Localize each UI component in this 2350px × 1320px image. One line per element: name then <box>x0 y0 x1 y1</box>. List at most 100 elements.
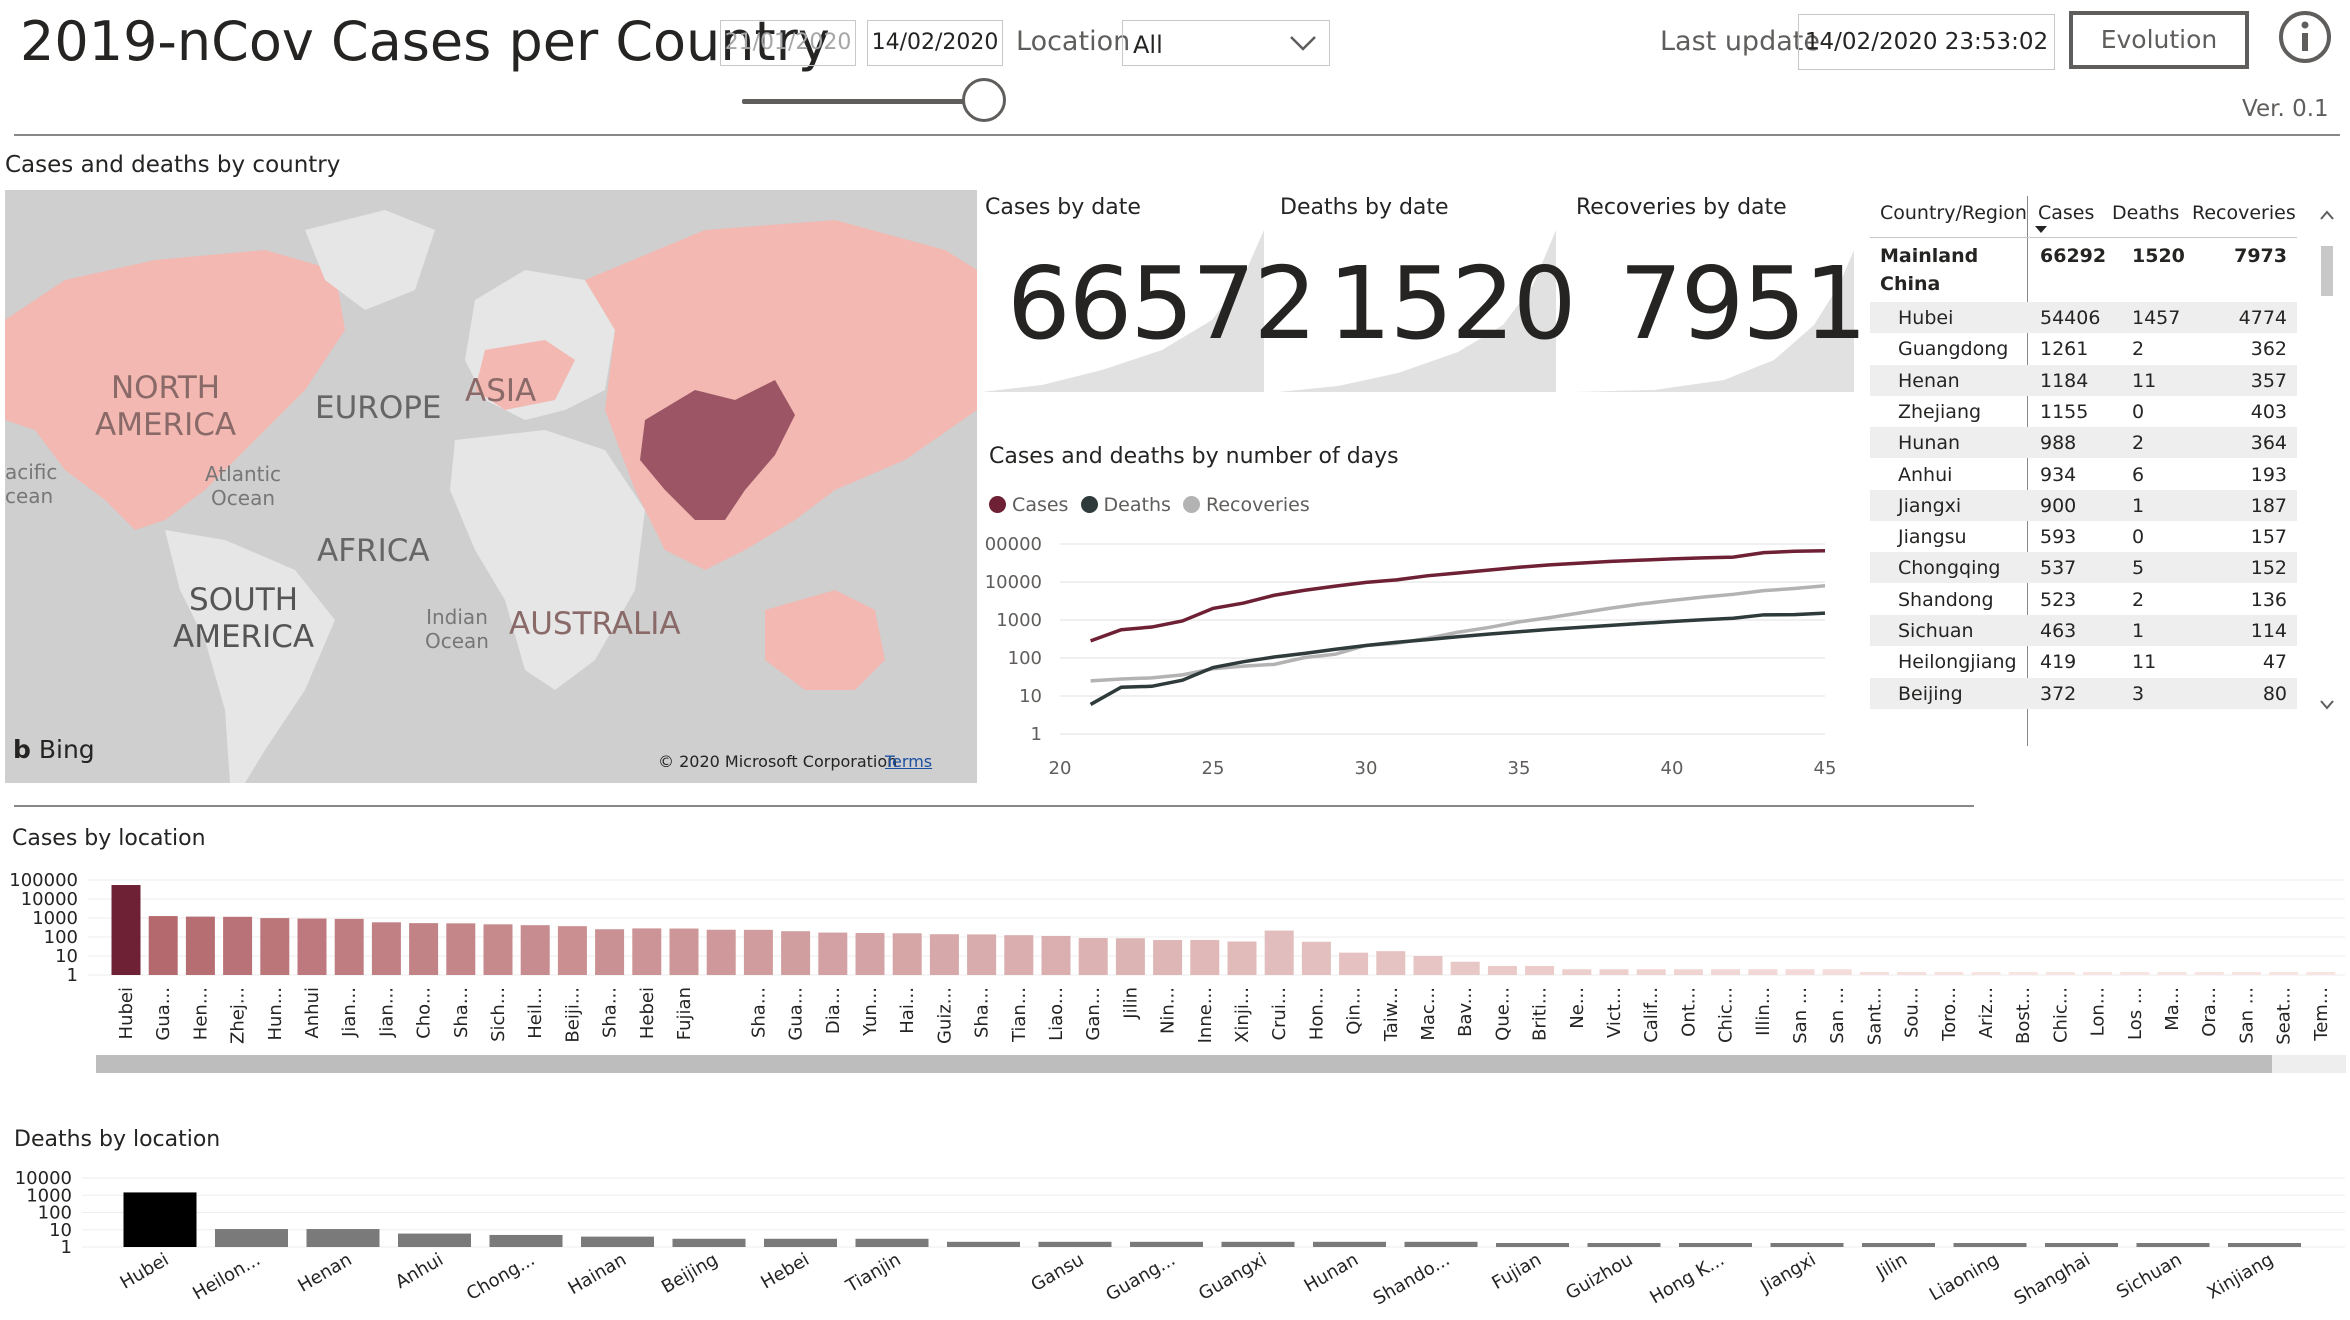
cases-deaths-line-chart[interactable]: 1 10 100 1000 10000 100000 20 25 30 35 40 45 <box>985 528 1845 776</box>
bar-Hen...[interactable] <box>185 916 215 975</box>
bar-Sha...[interactable] <box>743 929 773 975</box>
bar-Illin...[interactable] <box>1748 969 1778 975</box>
bar-Liaoning[interactable] <box>1953 1243 2027 1247</box>
bar-San ...[interactable] <box>1822 969 1852 975</box>
bar-Tian...[interactable] <box>1004 935 1034 975</box>
end-date-input[interactable]: 14/02/2020 <box>867 20 1003 66</box>
table-row-mainland-china[interactable]: Mainland China 66292 1520 7973 <box>1870 242 2297 300</box>
bar-Jian...[interactable] <box>371 922 401 975</box>
bar-Heil...[interactable] <box>520 925 550 975</box>
series-line-cases[interactable] <box>1089 548 1826 643</box>
location-dropdown[interactable]: All <box>1122 20 1330 66</box>
bar-Fujian[interactable] <box>669 928 699 975</box>
bar-Sich...[interactable] <box>483 924 513 975</box>
bar-Vict...[interactable] <box>1599 969 1629 975</box>
world-map[interactable]: NORTH AMERICA EUROPE ASIA AFRICA SOUTH A… <box>5 190 977 783</box>
bar-Sha...[interactable] <box>967 934 997 975</box>
bar-San ...[interactable] <box>1785 969 1815 975</box>
bar-Guangxi[interactable] <box>1221 1241 1295 1247</box>
bar-Fujian[interactable] <box>1496 1243 1569 1247</box>
scroll-down-icon[interactable] <box>2320 700 2334 710</box>
bar-Ora...[interactable] <box>2194 972 2224 975</box>
bar-Crui...[interactable] <box>1264 930 1294 975</box>
bar-Tianjin[interactable] <box>855 1238 929 1247</box>
bar-Hebei[interactable] <box>632 928 662 975</box>
bar-Lon...[interactable] <box>2083 972 2113 975</box>
bar-Bav...[interactable] <box>1450 961 1480 975</box>
bar-Hubei[interactable] <box>123 1192 197 1247</box>
bar-Hon...[interactable] <box>1301 941 1331 975</box>
table-vertical-scrollbar[interactable] <box>2318 196 2336 720</box>
bar-Hunan[interactable] <box>1313 1241 1386 1247</box>
info-icon[interactable] <box>2278 10 2332 64</box>
bar-Sou...[interactable] <box>1897 972 1927 975</box>
bar-Tem...[interactable] <box>2306 972 2336 975</box>
bar-Nin...[interactable] <box>1153 940 1183 975</box>
bar-Jiangxi[interactable] <box>1770 1243 1844 1247</box>
bar-Toro...[interactable] <box>1934 972 1964 975</box>
bar-Inne...[interactable] <box>1190 939 1220 975</box>
bar-Taiw...[interactable] <box>1376 951 1406 975</box>
map-terms-link[interactable]: Terms <box>885 752 933 771</box>
bar-Mac...[interactable] <box>1413 956 1443 975</box>
bar-Ma...[interactable] <box>2157 972 2187 975</box>
bar-Seat...[interactable] <box>2269 972 2299 975</box>
bar-Xinji...[interactable] <box>1227 941 1257 975</box>
bar-Sichuan[interactable] <box>2136 1243 2210 1247</box>
bar-Gua...[interactable] <box>148 916 178 975</box>
bar-Anhui[interactable] <box>398 1233 471 1247</box>
bar-Sha...[interactable] <box>446 923 476 975</box>
table-row[interactable]: Hunan 988 2 364 <box>1870 427 2297 459</box>
table-row[interactable]: Heilongjiang 419 11 47 <box>1870 646 2297 677</box>
col-header-cases[interactable]: Cases <box>2038 202 2095 224</box>
table-row[interactable]: Hubei 54406 1457 4774 <box>1870 302 2297 333</box>
bar-Ne...[interactable] <box>1562 969 1592 975</box>
bar-Hubei[interactable] <box>111 885 141 975</box>
bar-Cho...[interactable] <box>409 923 439 975</box>
bar-Chic...[interactable] <box>2045 972 2075 975</box>
scroll-up-icon[interactable] <box>2320 210 2334 220</box>
bar-Hainan[interactable] <box>581 1236 654 1247</box>
bar-Shando...[interactable] <box>1404 1241 1478 1247</box>
cases-chart-scroll-thumb[interactable] <box>96 1055 2272 1073</box>
series-line-deaths[interactable] <box>1089 611 1826 706</box>
bar-Liao...[interactable] <box>1041 935 1071 975</box>
evolution-button[interactable]: Evolution <box>2069 11 2249 69</box>
table-row[interactable]: Zhejiang 1155 0 403 <box>1870 396 2297 427</box>
table-row[interactable]: Sichuan 463 1 114 <box>1870 615 2297 646</box>
bar-Xinjiang[interactable] <box>2228 1243 2301 1247</box>
bar-Zhej...[interactable] <box>223 916 253 975</box>
bar-Hebei[interactable] <box>764 1238 837 1247</box>
bar-Gan...[interactable] <box>1078 938 1108 975</box>
bar-Jilin[interactable] <box>1862 1243 1935 1247</box>
bar-Beijing[interactable] <box>672 1238 746 1247</box>
bar-Anhui[interactable] <box>297 918 327 975</box>
bar-unlabeled[interactable] <box>706 929 736 975</box>
col-header-country[interactable]: Country/Region <box>1880 202 2027 224</box>
bar-Yun...[interactable] <box>855 933 885 975</box>
bar-Hong K...[interactable] <box>1679 1243 1752 1247</box>
table-row[interactable]: Jiangsu 593 0 157 <box>1870 521 2297 552</box>
bar-Calif...[interactable] <box>1636 969 1666 975</box>
bar-Guiz...[interactable] <box>929 934 959 975</box>
bar-Hai...[interactable] <box>892 933 922 975</box>
table-row[interactable]: Guangdong 1261 2 362 <box>1870 333 2297 364</box>
bar-Sha...[interactable] <box>595 929 625 975</box>
bar-Gansu[interactable] <box>1038 1241 1112 1247</box>
table-row[interactable]: Anhui 934 6 193 <box>1870 459 2297 490</box>
table-row[interactable]: Beijing 372 3 80 <box>1870 677 2297 709</box>
bar-Jian...[interactable] <box>334 918 364 975</box>
col-header-deaths[interactable]: Deaths <box>2112 202 2180 224</box>
bar-Jilin[interactable] <box>1115 938 1145 975</box>
table-row[interactable]: Jiangxi 900 1 187 <box>1870 489 2297 521</box>
bar-Bost...[interactable] <box>2008 972 2038 975</box>
bar-Heilon...[interactable] <box>215 1229 288 1247</box>
bar-unlabeled[interactable] <box>947 1241 1020 1247</box>
bar-Shanghai[interactable] <box>2045 1243 2118 1247</box>
series-line-recoveries[interactable] <box>1090 584 1826 683</box>
bar-Chong...[interactable] <box>489 1234 563 1247</box>
bar-Briti...[interactable] <box>1525 965 1555 975</box>
table-row[interactable]: Chongqing 537 5 152 <box>1870 552 2297 584</box>
bar-Henan[interactable] <box>306 1229 380 1247</box>
